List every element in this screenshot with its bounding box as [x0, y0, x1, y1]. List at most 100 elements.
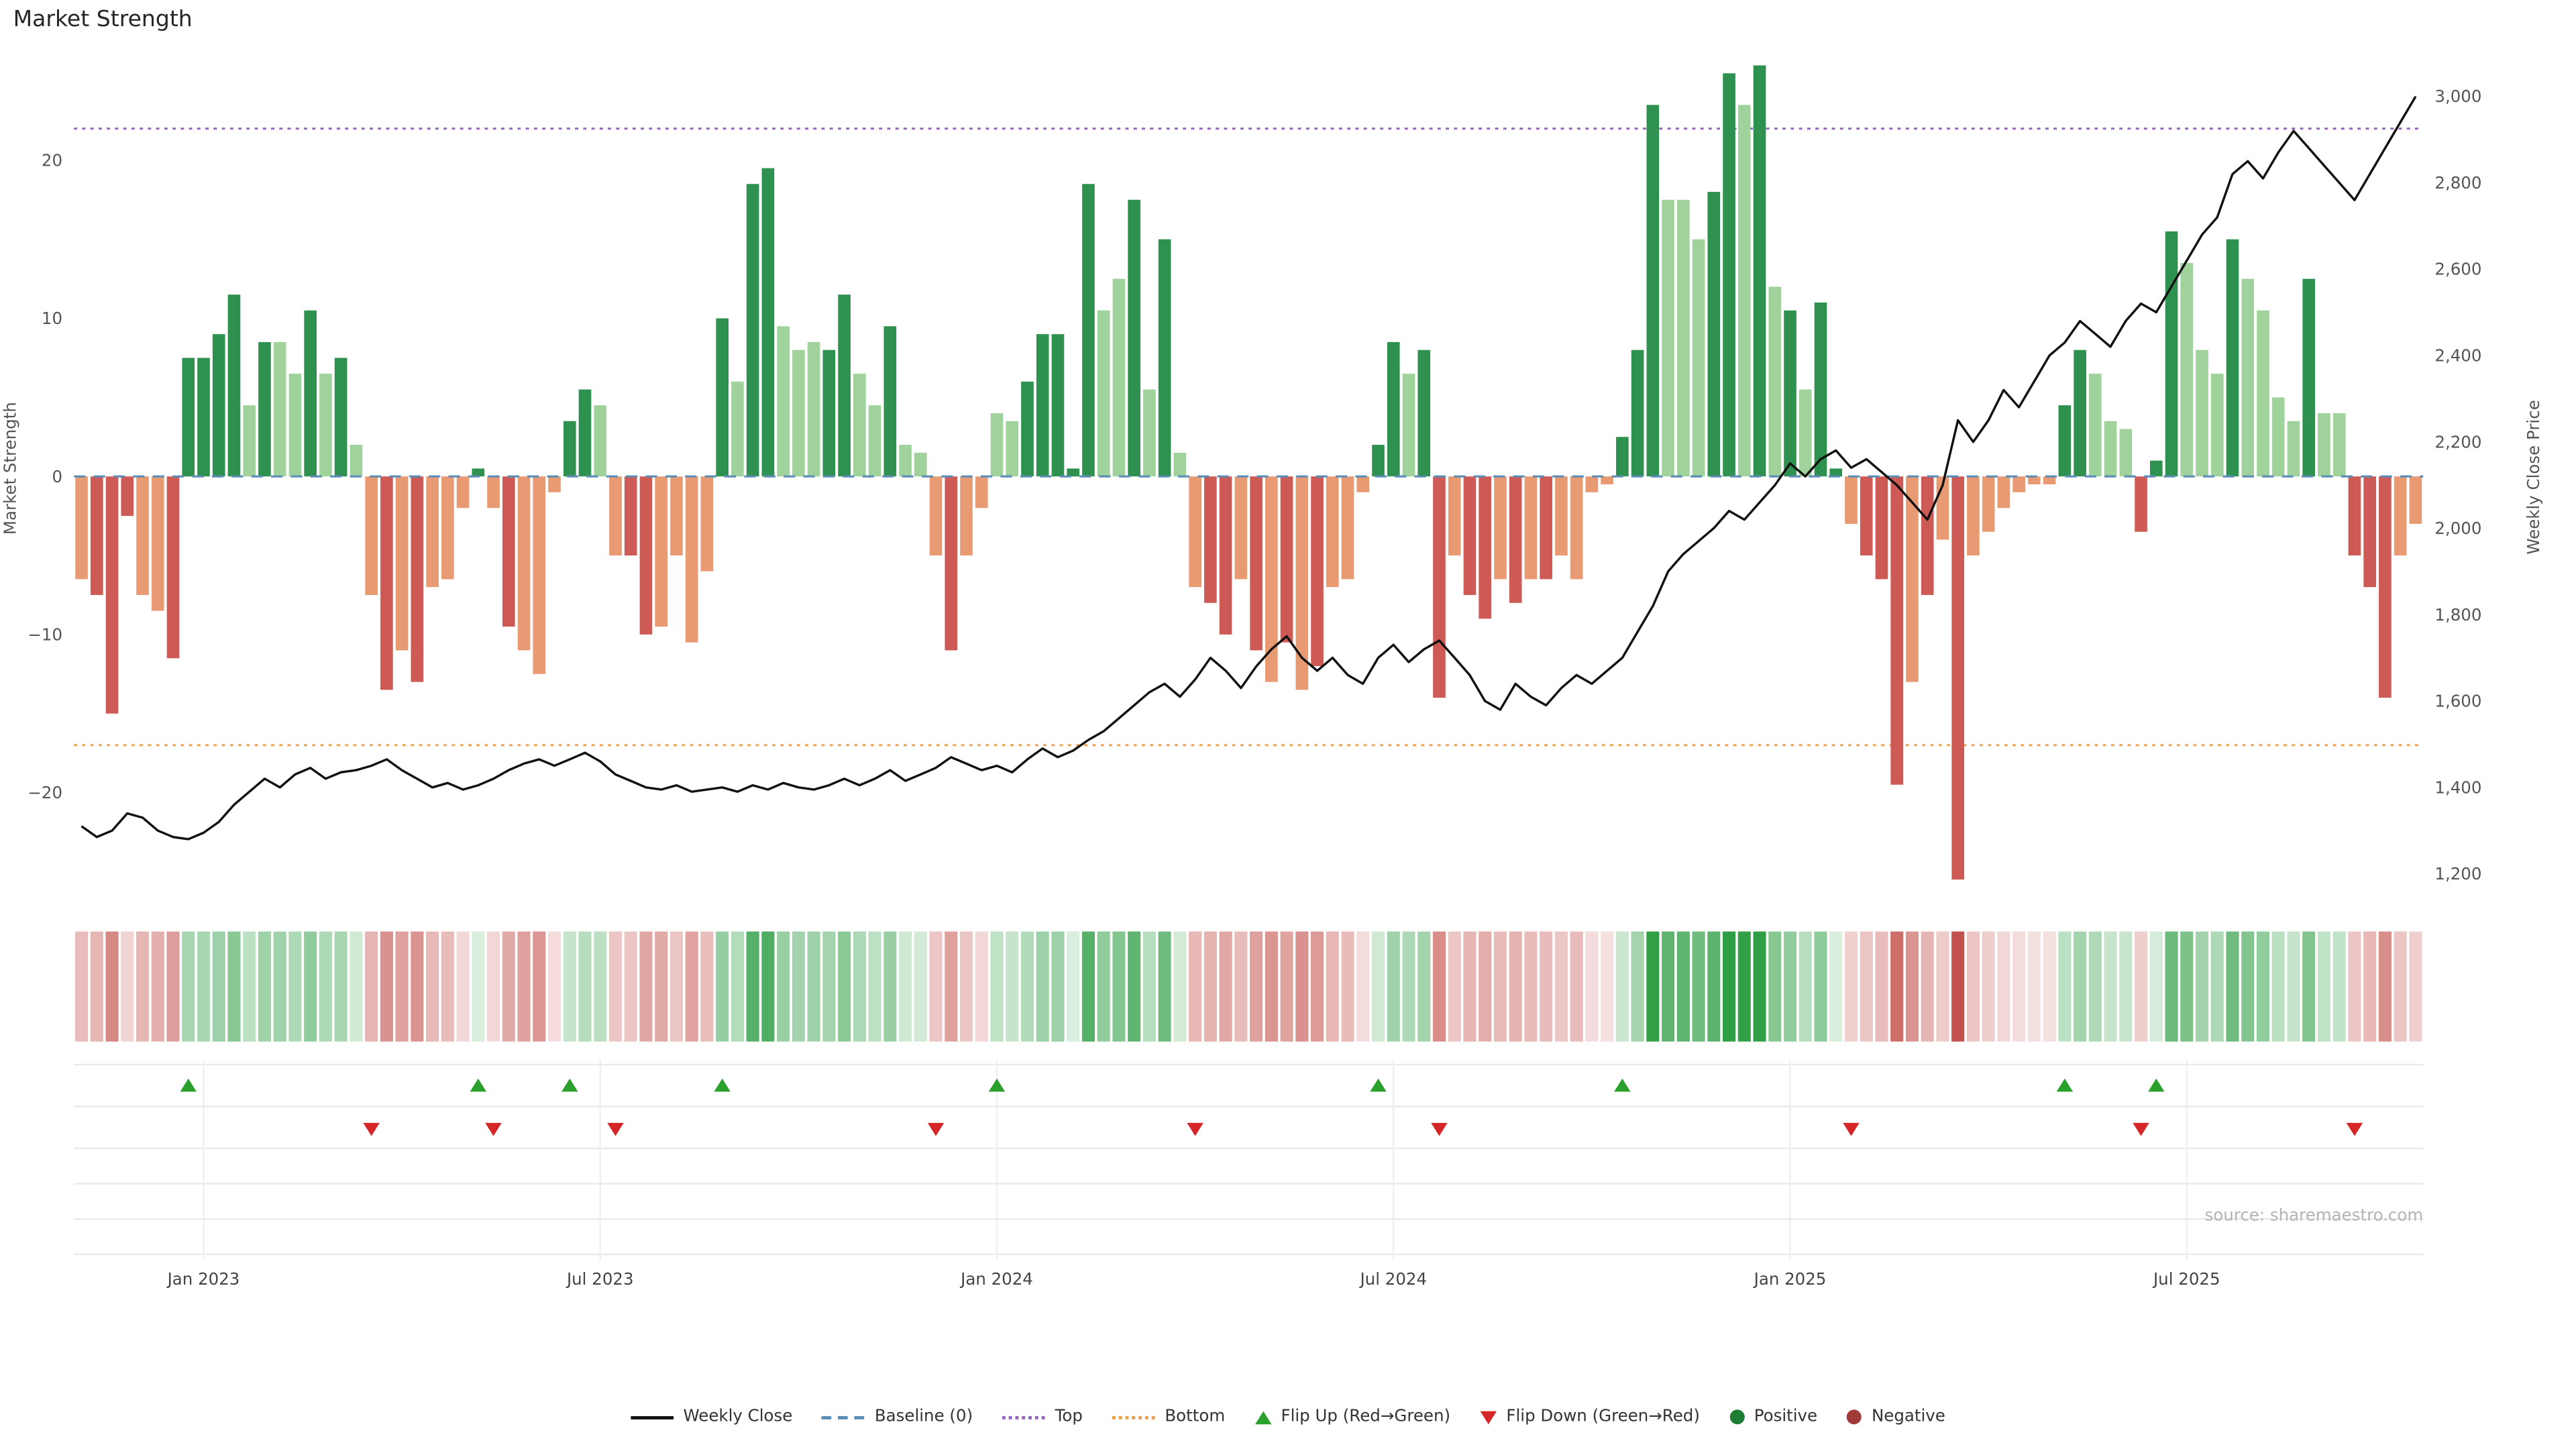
- heatmap-cell: [1234, 931, 1248, 1042]
- legend-label: Baseline (0): [874, 1407, 973, 1426]
- strength-bar: [166, 476, 180, 659]
- strength-bar: [1555, 476, 1568, 556]
- heatmap-cell: [914, 931, 927, 1042]
- strength-bar: [1479, 476, 1492, 619]
- heatmap-cell: [1265, 931, 1278, 1042]
- heatmap-cell: [487, 931, 500, 1042]
- heatmap-cell: [1875, 931, 1888, 1042]
- heatmap-cell: [411, 931, 424, 1042]
- strength-bar: [1692, 239, 1705, 477]
- heatmap-cell: [197, 931, 211, 1042]
- heatmap-cell: [990, 931, 1004, 1042]
- heatmap-cell: [1036, 931, 1049, 1042]
- heatmap-cell: [2180, 931, 2194, 1042]
- strength-bar: [2332, 413, 2346, 477]
- heatmap-cell: [426, 931, 439, 1042]
- strength-bar: [2241, 278, 2255, 477]
- strength-bar: [670, 476, 683, 556]
- x-axis-tick: Jan 2024: [959, 1269, 1033, 1289]
- strength-bar: [2226, 239, 2239, 477]
- heatmap-cell: [2195, 931, 2209, 1042]
- strength-bar: [1341, 476, 1354, 580]
- heatmap-cell: [1554, 931, 1568, 1042]
- strength-bar: [487, 476, 500, 508]
- strength-bar: [929, 476, 943, 556]
- heatmap-cell: [395, 931, 409, 1042]
- heatmap-cell: [731, 931, 744, 1042]
- heatmap-cell: [1417, 931, 1431, 1042]
- flip-down-marker: [2133, 1122, 2149, 1136]
- heatmap-cell: [304, 931, 317, 1042]
- strength-bar: [1814, 302, 1827, 477]
- strength-bar: [731, 381, 744, 477]
- heatmap-cell: [365, 931, 378, 1042]
- heatmap-cell: [1570, 931, 1583, 1042]
- strength-bar: [2104, 421, 2117, 477]
- strength-bar: [883, 326, 897, 477]
- strength-bar: [2302, 278, 2316, 477]
- strength-bar: [1387, 341, 1400, 477]
- heatmap-cell: [1631, 931, 1644, 1042]
- heatmap-cell: [2149, 931, 2163, 1042]
- strength-bar: [227, 294, 241, 477]
- strength-bar: [334, 358, 347, 477]
- strength-bar: [945, 476, 958, 651]
- flip-down-triangle-icon: [1480, 1410, 1497, 1424]
- strength-bar: [1875, 476, 1888, 580]
- right-axis-tick: 2,800: [2434, 173, 2481, 193]
- strength-bar: [1540, 476, 1552, 580]
- heatmap-cell: [1493, 931, 1507, 1042]
- heatmap-cell: [1844, 931, 1858, 1042]
- heatmap-cell: [1203, 931, 1217, 1042]
- flip-down-marker: [607, 1122, 624, 1136]
- heatmap-cell: [105, 931, 119, 1042]
- heatmap-cell: [761, 931, 775, 1042]
- left-axis-tick: −20: [28, 783, 62, 802]
- strength-bar: [441, 476, 454, 580]
- heatmap-cell: [90, 931, 103, 1042]
- left-axis-tick: 10: [42, 309, 62, 328]
- strength-bar: [304, 310, 317, 477]
- flip-down-marker: [1187, 1122, 1203, 1136]
- strength-bar: [2058, 405, 2072, 477]
- legend-label: Bottom: [1165, 1407, 1226, 1426]
- legend-label: Negative: [1871, 1407, 1945, 1426]
- heatmap-cell: [1646, 931, 1660, 1042]
- flip-up-marker: [1370, 1078, 1387, 1092]
- heatmap-cell: [578, 931, 592, 1042]
- strength-bar: [197, 358, 210, 477]
- strength-bar: [2074, 350, 2086, 477]
- heatmap-cell: [1432, 931, 1446, 1042]
- strength-bar: [517, 476, 531, 651]
- heatmap-cell: [1067, 931, 1080, 1042]
- heatmap-cell: [1173, 931, 1187, 1042]
- heatmap-cell: [1905, 931, 1919, 1042]
- flip-up-marker: [470, 1078, 487, 1092]
- strength-bar: [1280, 476, 1293, 643]
- legend-label: Flip Up (Red→Green): [1281, 1407, 1451, 1426]
- strength-bar: [1311, 476, 1324, 666]
- heatmap-cell: [1524, 931, 1538, 1042]
- heatmap-cell: [1142, 931, 1156, 1042]
- heatmap-cell: [1585, 931, 1599, 1042]
- strength-bar: [2363, 476, 2376, 588]
- heatmap-cell: [456, 931, 470, 1042]
- heatmap-cell: [2409, 931, 2422, 1042]
- strength-bar: [609, 476, 622, 556]
- heatmap-cell: [1829, 931, 1843, 1042]
- strength-bar: [380, 476, 393, 690]
- negative-dot-icon: [1847, 1409, 1862, 1425]
- heatmap-cell: [1463, 931, 1477, 1042]
- strength-bar: [1921, 476, 1934, 595]
- heatmap-cell: [1371, 931, 1385, 1042]
- strength-bar: [136, 476, 149, 595]
- right-axis-tick: 1,800: [2434, 605, 2481, 625]
- strength-bar: [319, 374, 332, 477]
- heatmap-cell: [502, 931, 515, 1042]
- heatmap-cell: [1615, 931, 1629, 1042]
- heatmap-cell: [959, 931, 973, 1042]
- heatmap-cell: [2027, 931, 2041, 1042]
- heatmap-cell: [1890, 931, 1904, 1042]
- strength-bar: [182, 358, 195, 477]
- heatmap-cell: [1783, 931, 1797, 1042]
